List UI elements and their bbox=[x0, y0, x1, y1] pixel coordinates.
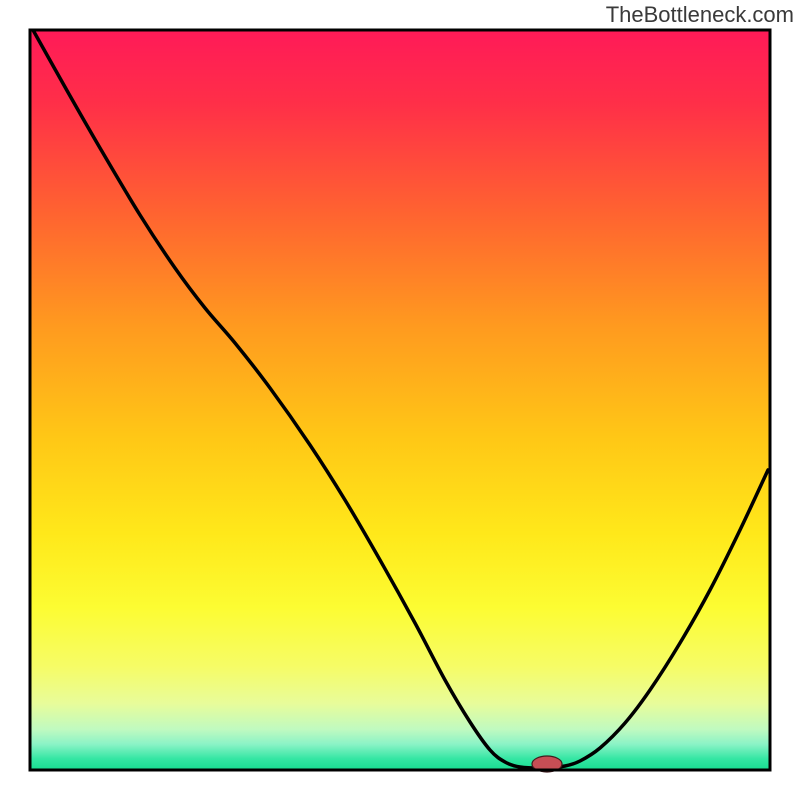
bottleneck-chart bbox=[0, 0, 800, 800]
watermark-text: TheBottleneck.com bbox=[606, 2, 794, 28]
gradient-background bbox=[30, 30, 770, 770]
chart-container: TheBottleneck.com bbox=[0, 0, 800, 800]
